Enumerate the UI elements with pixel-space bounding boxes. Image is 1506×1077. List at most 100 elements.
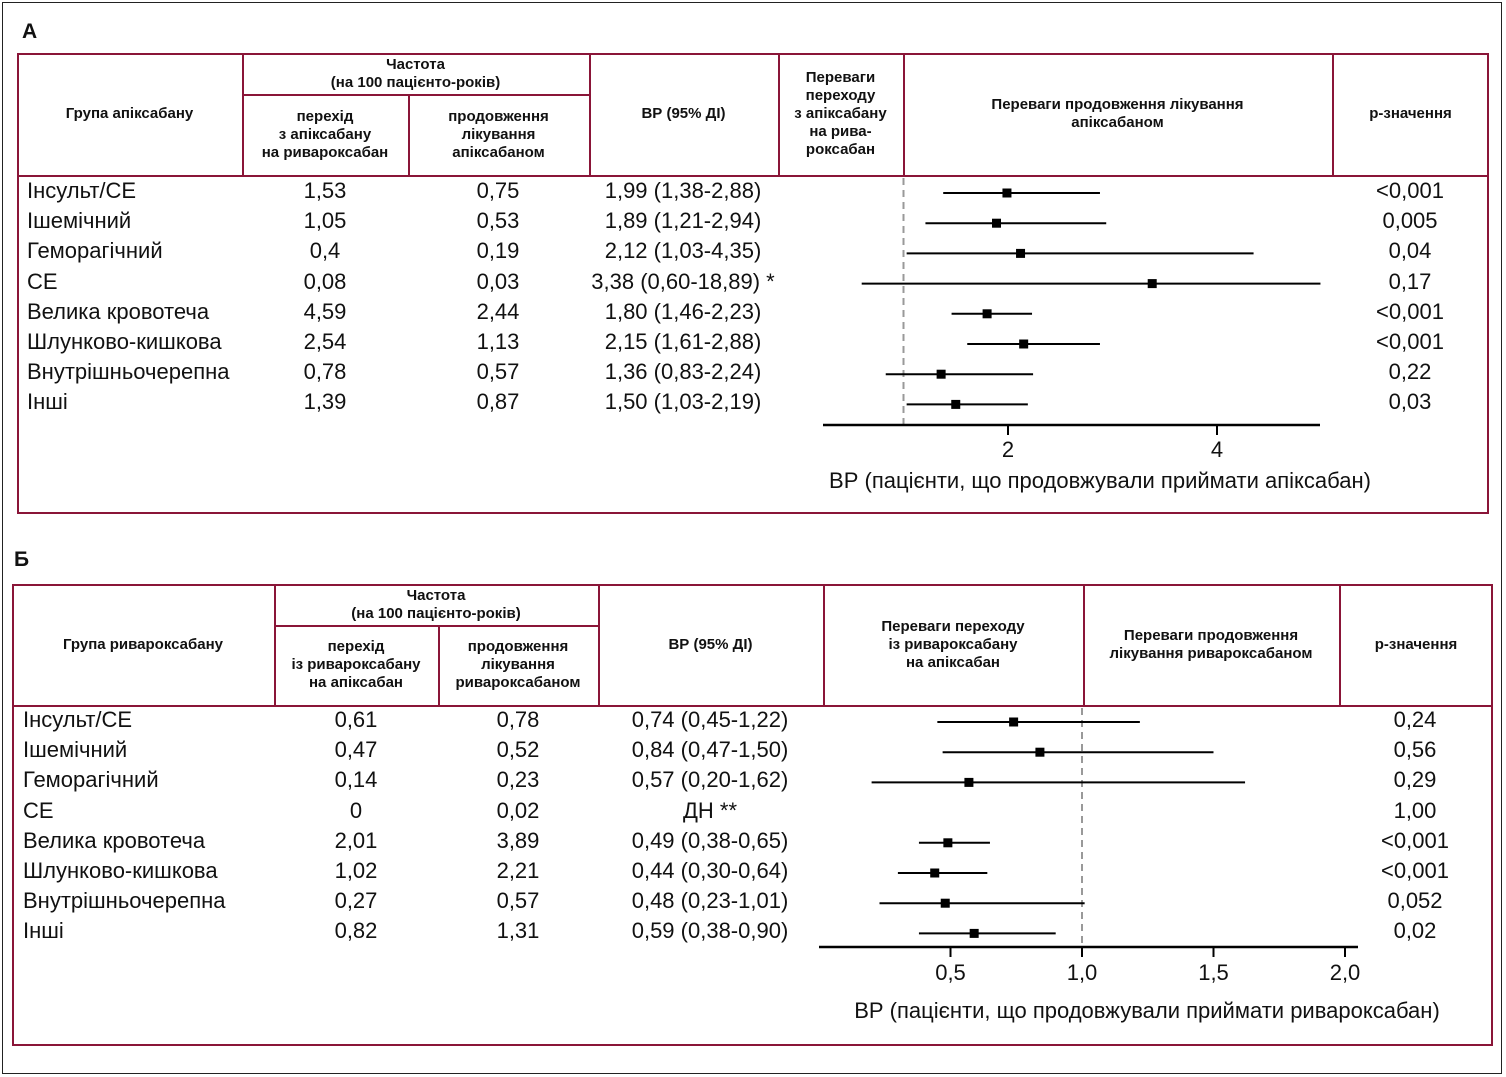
switch-rate: 0,47: [334, 737, 378, 763]
header-switch: перехід з апіксабану на ривароксабан: [261, 107, 389, 161]
point-estimate: [1035, 747, 1045, 757]
column-divider: [823, 584, 825, 705]
hazard-ratio-ci: 1,50 (1,03-2,19): [604, 389, 762, 415]
continue-rate: 3,89: [496, 827, 540, 853]
row-label: Інші: [27, 389, 68, 415]
header-favors-right: Переваги продовження лікування риварокса…: [1109, 626, 1313, 662]
continue-rate: 1,13: [476, 329, 520, 354]
point-estimate: [1009, 717, 1019, 727]
row-label: Ішемічний: [27, 208, 132, 234]
point-estimate: [964, 777, 974, 787]
switch-rate: 1,53: [303, 178, 347, 203]
header-favors-left: Переваги переходу з апіксабану на рива- …: [794, 69, 887, 158]
p-value: <0,001: [1376, 178, 1444, 203]
switch-rate: 0,4: [309, 238, 341, 264]
continue-rate: 0,87: [476, 389, 520, 415]
p-value: 0,56: [1393, 737, 1437, 763]
header-favors-right: Переваги продовження лікування апіксабан…: [991, 96, 1244, 131]
p-value: 0,24: [1393, 707, 1437, 732]
hazard-ratio-ci: 2,12 (1,03-4,35): [604, 238, 762, 264]
column-divider: [242, 53, 244, 175]
subheader-divider: [274, 625, 598, 627]
switch-rate: 0,14: [334, 767, 378, 793]
subcolumn-divider: [408, 94, 410, 175]
p-value: 0,04: [1388, 238, 1432, 264]
panel-label: А: [22, 20, 38, 43]
hazard-ratio-ci: 2,15 (1,61-2,88): [604, 329, 762, 354]
p-value: 0,005: [1382, 208, 1438, 234]
header-freq: Частота (на 100 пацієнто-років): [351, 586, 521, 622]
switch-rate: 1,02: [334, 858, 378, 883]
header-group: Група ривароксабану: [62, 635, 224, 653]
hazard-ratio-ci: ДН **: [682, 797, 738, 823]
panel-label: Б: [14, 548, 30, 571]
header-freq: Частота (на 100 пацієнто-років): [330, 55, 501, 91]
p-value: 0,17: [1388, 268, 1432, 294]
p-value: <0,001: [1381, 858, 1449, 883]
column-divider: [1332, 53, 1334, 175]
hazard-ratio-ci: 0,59 (0,38-0,90): [631, 918, 789, 944]
row-label: Внутрішньочерепна: [23, 888, 226, 914]
hazard-ratio-ci: 0,74 (0,45-1,22): [631, 707, 789, 732]
header-p: р-значення: [1369, 105, 1452, 122]
switch-rate: 2,01: [334, 827, 378, 853]
point-estimate: [982, 309, 992, 319]
hazard-ratio-ci: 1,80 (1,46-2,23): [604, 298, 762, 324]
header-continue: продовження лікування апіксабаном: [448, 107, 549, 161]
row-label: Інсульт/СЕ: [27, 178, 137, 203]
column-divider: [1339, 584, 1341, 705]
row-label: Велика кровотеча: [27, 298, 210, 324]
continue-rate: 0,23: [496, 767, 540, 793]
x-axis-label: ВР (пацієнти, що продовжували приймати р…: [854, 998, 1440, 1023]
point-estimate: [930, 868, 940, 878]
column-divider: [598, 584, 600, 705]
row-label: Геморагічний: [27, 238, 163, 264]
p-value: 0,29: [1393, 767, 1437, 793]
p-value: 0,03: [1388, 389, 1432, 415]
switch-rate: 0,82: [334, 918, 378, 944]
x-axis-label: ВР (пацієнти, що продовжували приймати а…: [829, 468, 1371, 493]
p-value: 1,00: [1393, 797, 1437, 823]
point-estimate: [1019, 339, 1029, 349]
p-value: <0,001: [1381, 827, 1449, 853]
switch-rate: 0,08: [303, 268, 347, 294]
continue-rate: 0,78: [496, 707, 540, 732]
column-divider: [274, 584, 276, 705]
panel-box: [17, 53, 1489, 514]
x-tick-label: 2,0: [1329, 960, 1361, 985]
continue-rate: 0,02: [496, 797, 540, 823]
point-estimate: [992, 218, 1002, 228]
p-value: 0,22: [1388, 359, 1432, 385]
hazard-ratio-ci: 0,44 (0,30-0,64): [631, 858, 789, 883]
row-label: Внутрішньочерепна: [27, 359, 230, 385]
point-estimate: [1147, 279, 1157, 289]
hazard-ratio-ci: 1,89 (1,21-2,94): [604, 208, 762, 234]
column-divider: [778, 53, 780, 175]
x-tick-label: 1,0: [1066, 960, 1098, 985]
switch-rate: 2,54: [303, 329, 347, 354]
continue-rate: 0,75: [476, 178, 520, 203]
switch-rate: 4,59: [303, 298, 347, 324]
point-estimate: [943, 838, 953, 848]
row-label: Інші: [23, 918, 64, 944]
row-label: Шлунково-кишкова: [23, 858, 218, 883]
p-value: <0,001: [1376, 329, 1444, 354]
x-tick-label: 2: [1001, 437, 1015, 462]
panel-box: [12, 584, 1493, 1046]
x-tick-label: 4: [1210, 437, 1224, 462]
continue-rate: 2,21: [496, 858, 540, 883]
column-divider: [903, 53, 905, 175]
row-label: СЕ: [27, 268, 58, 294]
hazard-ratio-ci: 0,49 (0,38-0,65): [631, 827, 789, 853]
x-tick-label: 0,5: [935, 960, 966, 985]
point-estimate: [940, 898, 950, 908]
subheader-divider: [242, 94, 589, 96]
hazard-ratio-ci: 0,57 (0,20-1,62): [631, 767, 789, 793]
switch-rate: 0,78: [303, 359, 347, 385]
point-estimate: [969, 928, 979, 938]
continue-rate: 0,03: [476, 268, 520, 294]
point-estimate: [936, 369, 946, 379]
hazard-ratio-ci: 0,84 (0,47-1,50): [631, 737, 789, 763]
point-estimate: [1016, 248, 1026, 258]
header-switch: перехід із ривароксабану на апіксабан: [291, 638, 421, 691]
